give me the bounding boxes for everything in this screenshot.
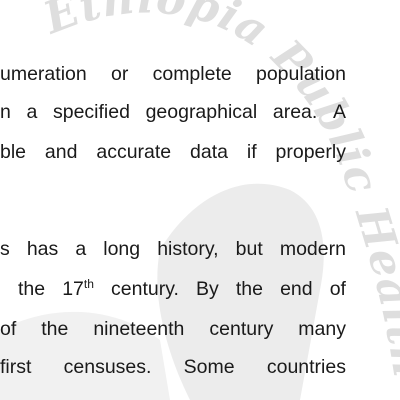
word: the (18, 278, 46, 300)
word: of (329, 278, 346, 300)
word: complete (152, 63, 232, 85)
paragraph-1-line-3: ble and accurate data if properly (0, 141, 346, 164)
word: s (0, 238, 10, 260)
word: first (0, 356, 32, 378)
paragraph-2-line-3: of the nineteenth century many (0, 318, 346, 341)
paragraph-1-line-2: n a specified geographical area. A (0, 101, 346, 124)
word: and (44, 141, 78, 163)
word: population (255, 63, 346, 85)
word: accurate (96, 141, 172, 163)
word: umeration (0, 63, 87, 85)
word: properly (275, 141, 346, 163)
word: censuses. (63, 356, 152, 378)
paragraph-2-line-4: first censuses. Some countries (0, 356, 346, 379)
word: the (235, 278, 263, 300)
word: century (209, 318, 274, 340)
word: nineteenth (93, 318, 185, 340)
word: has (26, 238, 59, 260)
word: By (196, 278, 219, 300)
word: A (332, 101, 346, 123)
word: long (103, 238, 141, 260)
word: modern (279, 238, 346, 260)
word: 17 (62, 278, 84, 300)
paragraph-1-line-1: umeration or complete population (0, 63, 346, 86)
word: end (280, 278, 313, 300)
watermark-emblem-shape-left (0, 311, 170, 400)
word: a (75, 238, 87, 260)
word: or (110, 63, 129, 85)
word: area. (272, 101, 318, 123)
word: but (235, 238, 263, 260)
word: geographical (145, 101, 258, 123)
paragraph-2-line-2: the 17th century. By the end of (18, 276, 346, 301)
superscript: th (83, 276, 94, 291)
word: many (298, 318, 346, 340)
word: specified (52, 101, 130, 123)
word: century. (111, 278, 179, 300)
word: a (26, 101, 38, 123)
word-17th: 17th (62, 276, 94, 301)
word: if (246, 141, 257, 163)
word: history, (157, 238, 219, 260)
word: n (0, 101, 11, 123)
paragraph-2-line-1: s has a long history, but modern (0, 238, 346, 261)
word: Some (183, 356, 235, 378)
word: countries (266, 356, 346, 378)
word: ble (0, 141, 27, 163)
word: of (0, 318, 17, 340)
watermark-emblem-shape (157, 183, 324, 400)
word: the (41, 318, 69, 340)
word: data (190, 141, 228, 163)
